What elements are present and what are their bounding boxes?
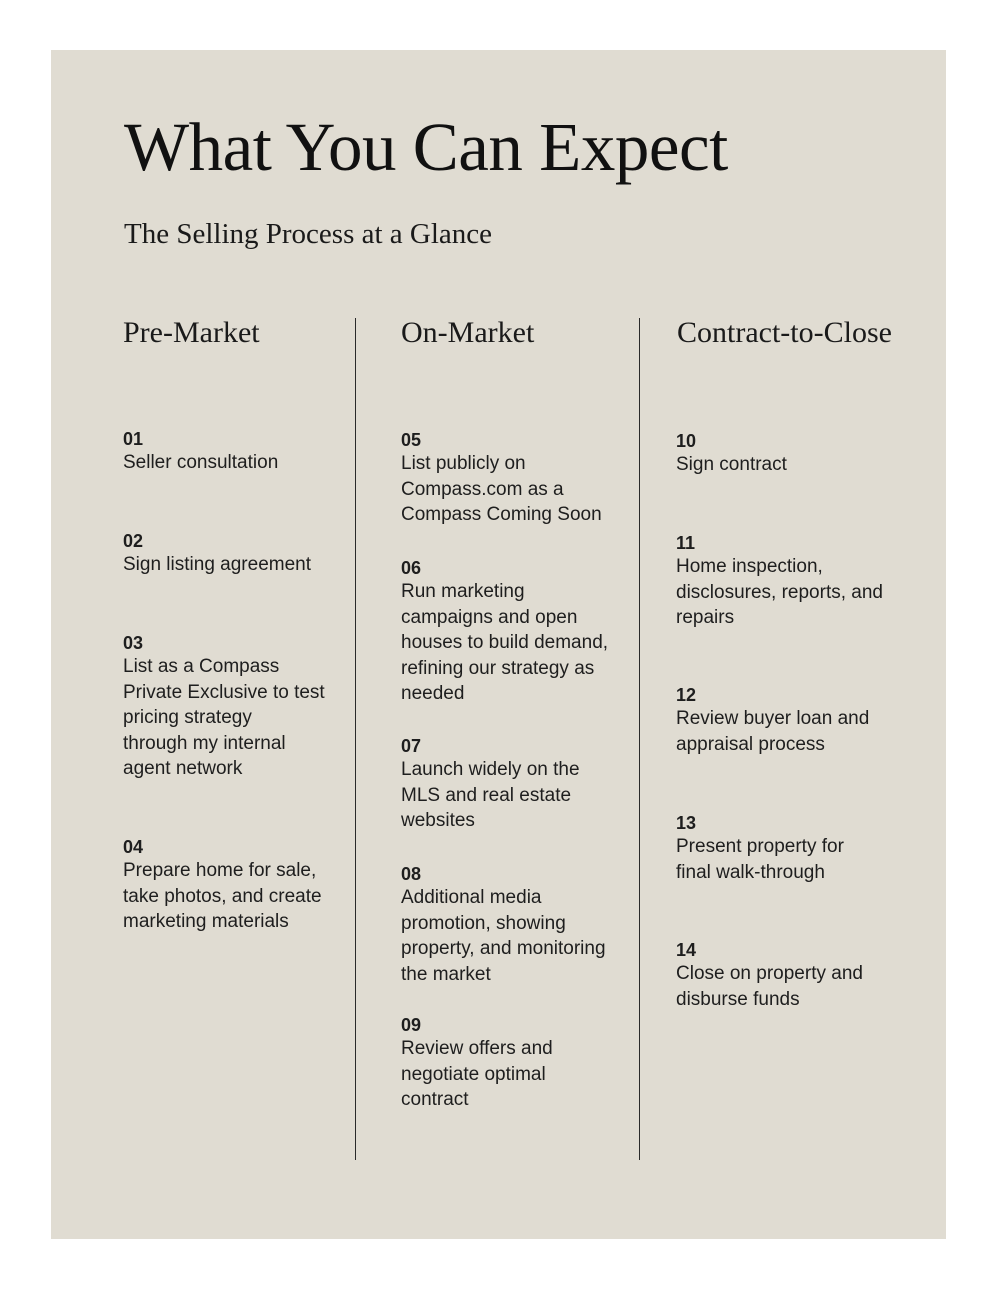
step-item: 14 Close on property and disburse funds — [676, 939, 863, 1012]
step-number: 02 — [123, 531, 144, 551]
step-description: Home inspection, disclosures, reports, a… — [676, 556, 883, 628]
step-number: 10 — [676, 431, 697, 451]
step-number: 01 — [123, 429, 144, 449]
step-description: Review offers and negotiate optimal cont… — [401, 1038, 553, 1110]
step-item: 05 List publicly on Compass.com as a Comp… — [401, 429, 602, 528]
step-number: 08 — [401, 864, 422, 884]
step-number: 09 — [401, 1015, 422, 1035]
page-title: What You Can Expect — [124, 109, 728, 185]
step-number: 14 — [676, 940, 697, 960]
column-heading-pre-market: Pre-Market — [123, 316, 260, 349]
step-description: Close on property and disburse funds — [676, 963, 863, 1010]
step-item: 10 Sign contract — [676, 430, 787, 478]
column-divider — [639, 318, 640, 1160]
step-item: 02 Sign listing agreement — [123, 530, 311, 578]
step-number: 11 — [676, 533, 696, 553]
step-description: Prepare home for sale, take photos, and … — [123, 860, 322, 932]
step-description: Sign listing agreement — [123, 554, 311, 575]
step-description: Present property for final walk-through — [676, 836, 844, 883]
step-item: 11 Home inspection, disclosures, reports,… — [676, 532, 883, 631]
step-number: 05 — [401, 430, 422, 450]
step-description: Additional media promotion, showing prop… — [401, 887, 606, 985]
step-item: 08 Additional media promotion, showing pr… — [401, 863, 606, 987]
step-number: 07 — [401, 736, 422, 756]
step-description: Sign contract — [676, 454, 787, 475]
step-item: 04 Prepare home for sale, take photos, an… — [123, 836, 322, 935]
step-description: Seller consultation — [123, 452, 279, 473]
step-number: 13 — [676, 813, 697, 833]
step-number: 03 — [123, 633, 144, 653]
step-item: 01 Seller consultation — [123, 428, 278, 476]
step-item: 12 Review buyer loan and appraisal proces… — [676, 684, 869, 757]
step-description: Launch widely on the MLS and real estate… — [401, 759, 580, 831]
step-description: List publicly on Compass.com as a Compas… — [401, 453, 602, 525]
step-item: 13 Present property for final walk-throug… — [676, 812, 844, 885]
step-number: 12 — [676, 685, 697, 705]
column-heading-on-market: On-Market — [401, 316, 535, 349]
step-item: 07 Launch widely on the MLS and real esta… — [401, 735, 580, 834]
step-description: Review buyer loan and appraisal process — [676, 708, 870, 755]
page-card — [51, 50, 946, 1239]
step-item: 09 Review offers and negotiate optimal co… — [401, 1014, 553, 1113]
page-subtitle: The Selling Process at a Glance — [124, 218, 493, 250]
step-description: Run marketing campaigns and open houses … — [401, 581, 609, 704]
step-item: 03 List as a Compass Private Exclusive to… — [123, 632, 325, 782]
step-item: 06 Run marketing campaigns and open house… — [401, 557, 608, 707]
column-divider — [355, 318, 356, 1160]
step-number: 06 — [401, 558, 422, 578]
step-number: 04 — [123, 837, 144, 857]
column-heading-contract-to-close: Contract-to-Close — [677, 316, 892, 349]
step-description: List as a Compass Private Exclusive to t… — [123, 656, 325, 779]
